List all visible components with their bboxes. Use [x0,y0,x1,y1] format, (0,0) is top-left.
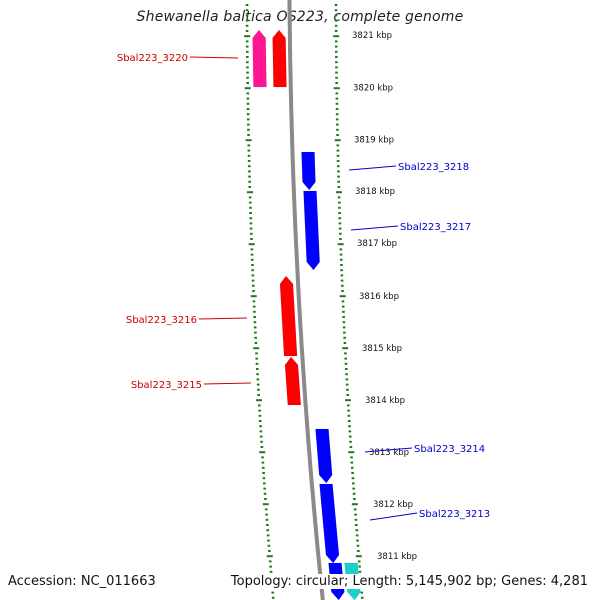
gene-label-sbal223-3217: Sbal223_3217 [400,222,471,233]
scale-label: 3821 kbp [352,31,392,41]
scale-label: 3820 kbp [353,84,393,94]
leader-line-sbal223-3213 [369,512,418,521]
backbone-line [287,0,325,600]
genome-summary-text: Topology: circular; Length: 5,145,902 bp… [230,574,588,589]
gene-arrow-sbal223-3220 [272,29,287,88]
scale-label: 3812 kbp [373,500,413,510]
leader-line-sbal223-3216 [198,317,248,320]
gene-features [252,29,361,600]
leader-line-sbal223-3220 [189,56,239,59]
gene-label-sbal223-3216: Sbal223_3216 [126,315,197,326]
gene-label-sbal223-3213: Sbal223_3213 [419,509,490,520]
gene-arrow-sbal223-3218 [301,151,316,191]
gene-label-sbal223-3220: Sbal223_3220 [117,53,188,64]
scale-label: 3815 kbp [362,344,402,354]
gene-label-sbal223-3215: Sbal223_3215 [131,380,202,391]
scale-label: 3811 kbp [377,552,417,562]
genome-title: Shewanella baltica OS223, complete genom… [136,9,464,25]
right-tick-ring [333,4,364,599]
gene-arrow-sbal223-3213 [319,483,340,564]
scale-label: 3814 kbp [365,396,405,406]
leader-line-sbal223-3214 [364,447,413,453]
scale-label: 3813 kbp [369,448,409,458]
gene-arrow-pink [252,29,267,88]
scale-label: 3819 kbp [354,136,394,146]
genome-backbone [287,0,325,600]
left-tick-ring [244,4,275,599]
gene-arrow-sbal223-3214 [315,428,333,484]
accession-text: Accession: NC_011663 [8,574,156,589]
gene-label-sbal223-3218: Sbal223_3218 [398,162,469,173]
gene-label-sbal223-3214: Sbal223_3214 [414,444,485,455]
gene-labels: Sbal223_3220 Sbal223_3218 Sbal223_3217 Sbal… [117,53,490,521]
scale-label: 3816 kbp [359,292,399,302]
scale-label: 3818 kbp [355,187,395,197]
scale-labels: 3821 kbp 3820 kbp 3819 kbp 3818 kbp 3817 kbp… [352,31,417,562]
gene-arrow-sbal223-3217 [303,190,320,271]
gene-arrow-sbal223-3215 [284,356,302,406]
leader-line-sbal223-3217 [350,225,399,231]
leader-line-sbal223-3218 [348,165,397,171]
scale-label: 3817 kbp [357,239,397,249]
gene-arrow-sbal223-3216 [279,275,298,357]
leader-line-sbal223-3215 [203,382,252,385]
